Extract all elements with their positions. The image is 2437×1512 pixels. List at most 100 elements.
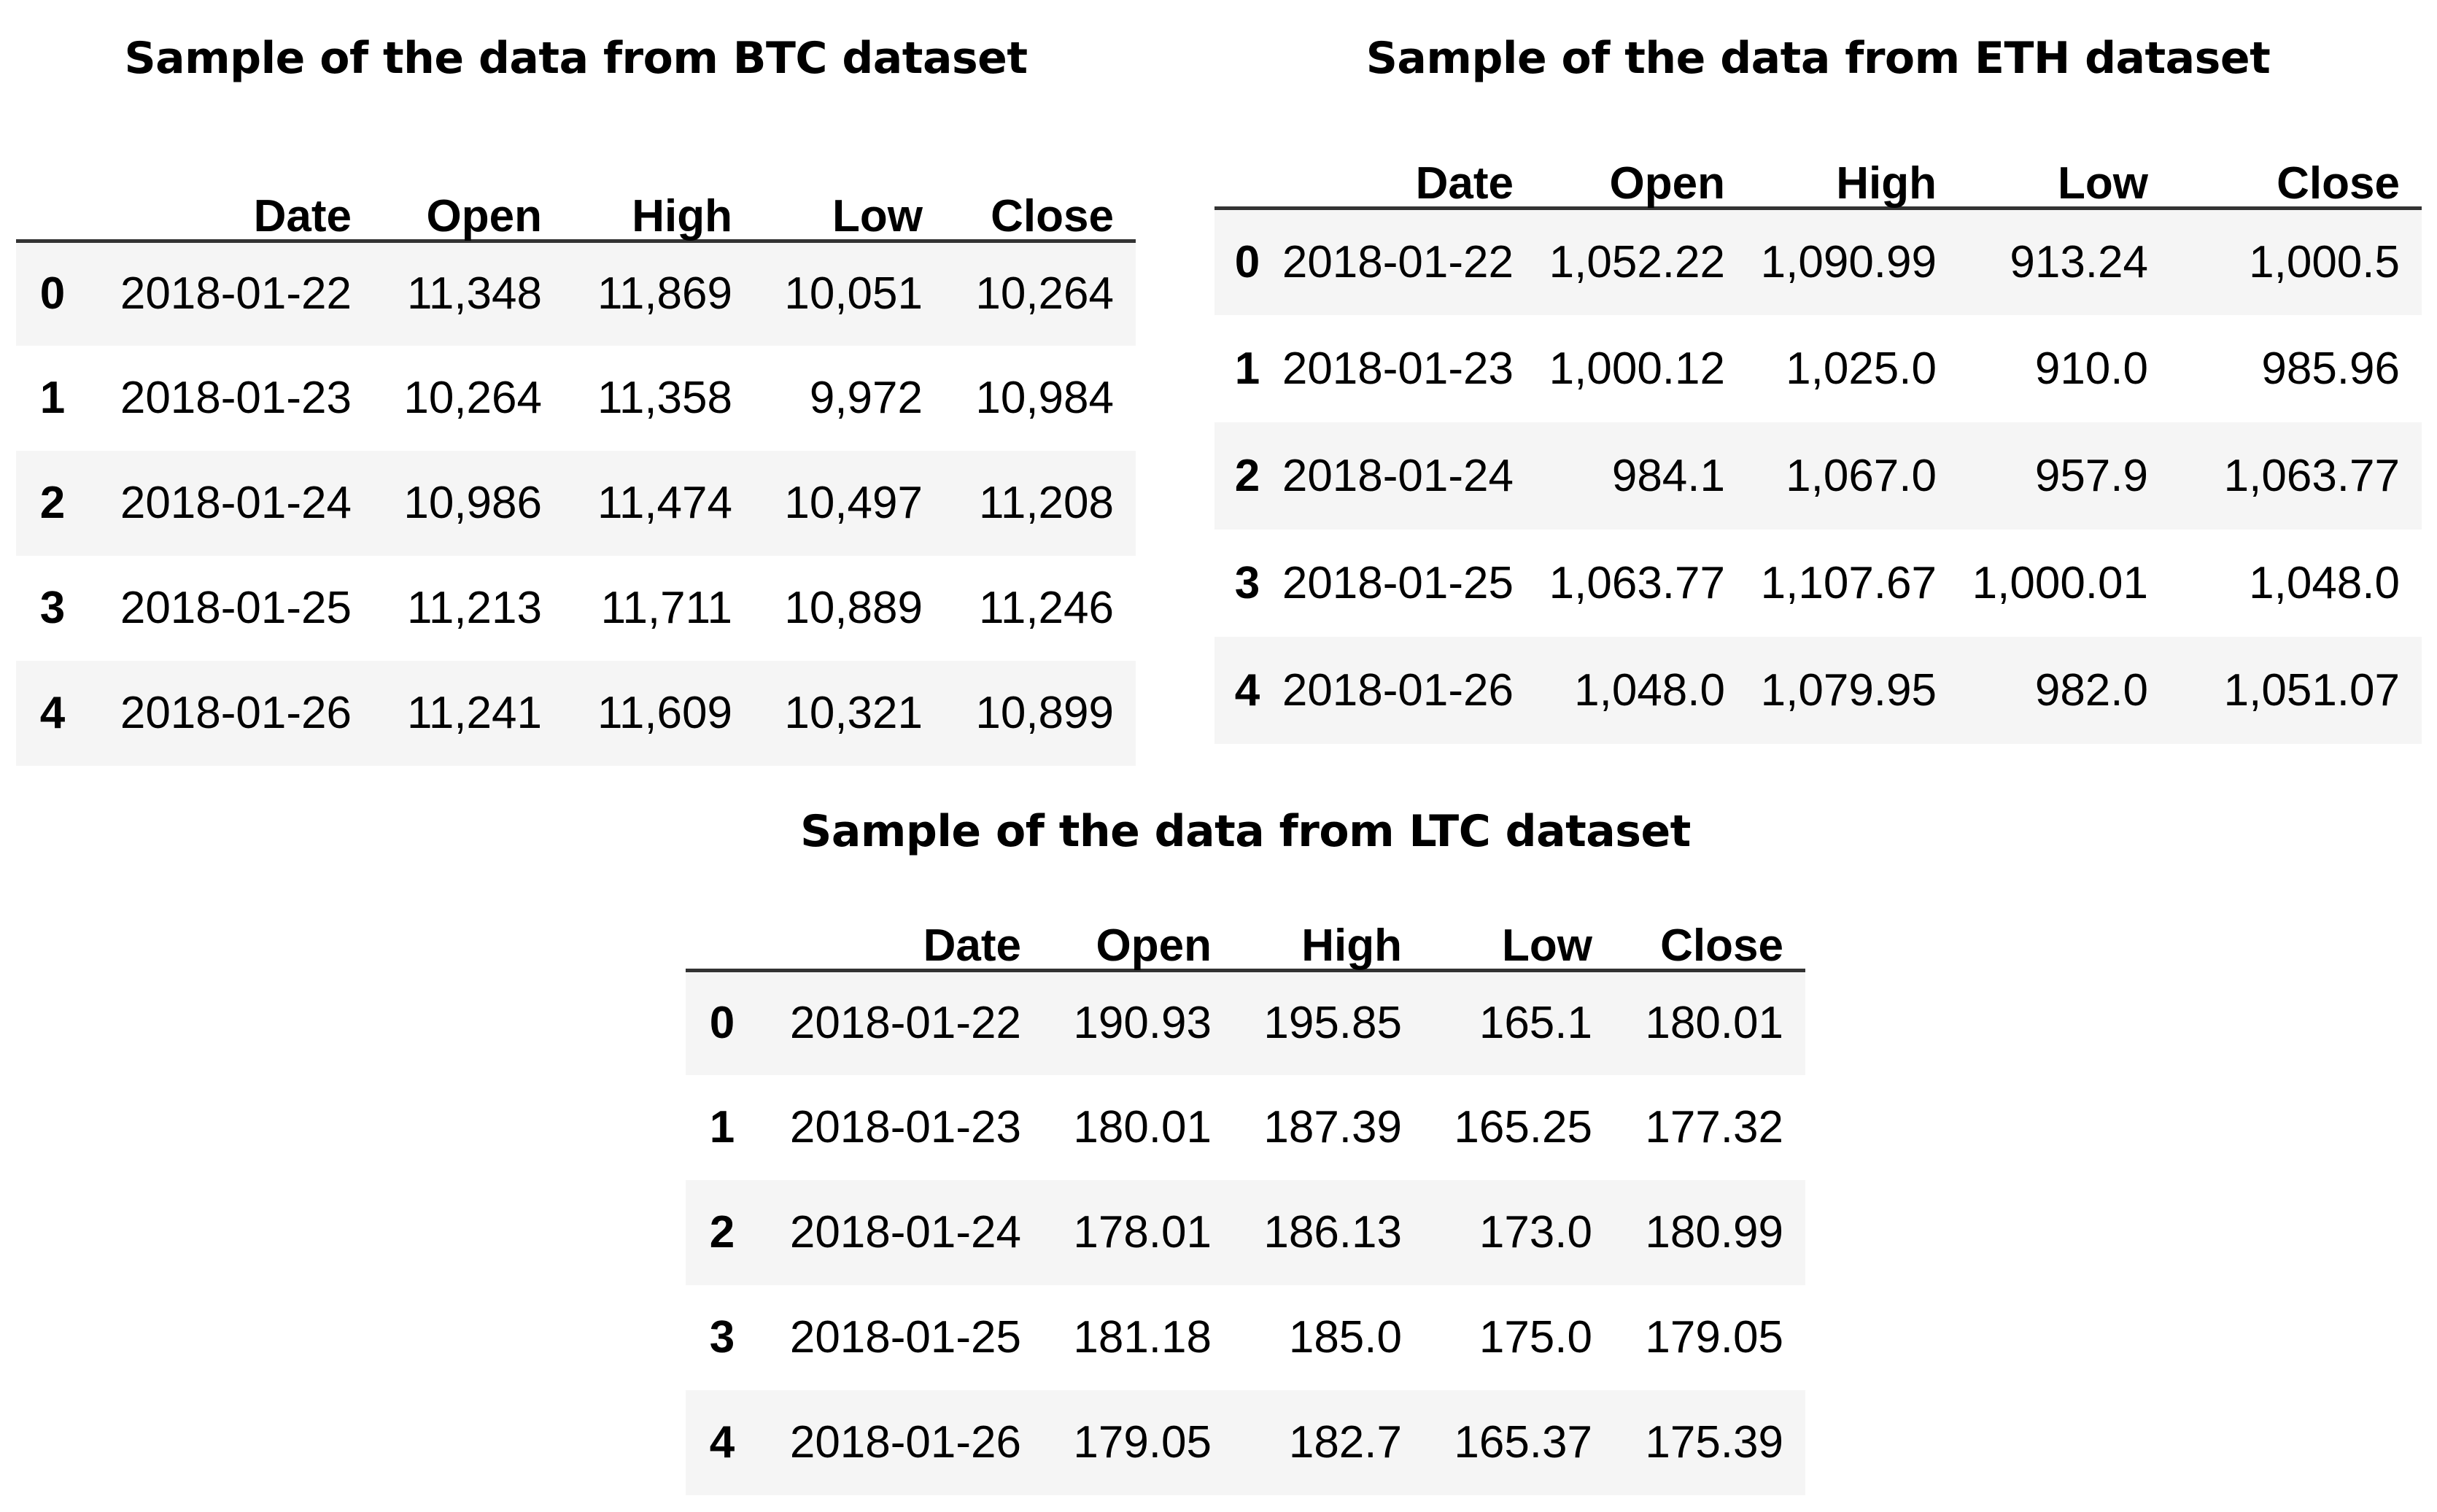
column-header-date: Date (89, 131, 373, 243)
cell-high: 1,067.0 (1786, 450, 1937, 501)
cell-close: 10,899 (975, 688, 1114, 738)
table-row: 0 2018-01-22 190.93 195.85 165.1 180.01 (686, 970, 1805, 1075)
cell-high: 11,869 (597, 268, 732, 319)
cell-close: 1,063.77 (2223, 450, 2400, 501)
table-row: 0 2018-01-22 11,348 11,869 10,051 10,264 (16, 241, 1136, 346)
cell-date: 2018-01-23 (120, 373, 352, 423)
cell-close: 10,984 (975, 373, 1114, 423)
cell-high: 187.39 (1263, 1102, 1402, 1152)
cell-close: 177.32 (1645, 1102, 1783, 1152)
cell-low: 165.37 (1454, 1417, 1592, 1468)
cell-low: 913.24 (2010, 236, 2148, 287)
row-index: 2 (709, 1207, 735, 1257)
column-header-low: Low (1424, 886, 1614, 972)
cell-high: 1,079.95 (1760, 664, 1937, 716)
column-header-date: Date (1280, 102, 1535, 210)
cell-close: 11,208 (978, 478, 1114, 528)
column-header-open: Open (1043, 886, 1233, 972)
row-index: 0 (39, 268, 66, 319)
cell-date: 2018-01-26 (120, 688, 352, 738)
column-header-low: Low (754, 131, 945, 243)
cell-date: 2018-01-22 (120, 268, 352, 319)
row-index: 0 (709, 998, 735, 1049)
cell-date: 2018-01-24 (120, 478, 352, 528)
cell-date: 2018-01-23 (789, 1102, 1021, 1152)
cell-low: 910.0 (2034, 343, 2148, 394)
table-row: 4 2018-01-26 11,241 11,609 10,321 10,899 (16, 661, 1136, 766)
column-header-high: High (1747, 102, 1958, 210)
table-row: 4 2018-01-26 179.05 182.7 165.37 175.39 (686, 1390, 1805, 1495)
cell-open: 10,264 (403, 373, 542, 423)
cell-low: 957.9 (2034, 450, 2148, 501)
column-header-open: Open (373, 131, 564, 243)
cell-close: 179.05 (1645, 1312, 1783, 1362)
row-index: 1 (39, 373, 66, 423)
row-index: 4 (709, 1417, 735, 1468)
row-index: 3 (39, 583, 66, 633)
cell-date: 2018-01-25 (1282, 557, 1514, 608)
cell-close: 1,000.5 (2249, 236, 2400, 287)
cell-low: 1,000.01 (1972, 557, 2148, 608)
cell-close: 10,264 (975, 268, 1114, 319)
row-index: 3 (1234, 557, 1260, 608)
index-column-header (1214, 102, 1280, 210)
column-header-close: Close (2170, 102, 2422, 210)
cell-open: 10,986 (403, 478, 542, 528)
cell-high: 11,609 (597, 688, 732, 738)
ltc-table-title: Sample of the data from LTC dataset (800, 806, 1691, 857)
btc-table-panel: Sample of the data from BTC dataset Date… (16, 29, 1136, 766)
cell-date: 2018-01-24 (789, 1207, 1021, 1257)
cell-low: 10,321 (784, 688, 923, 738)
cell-date: 2018-01-26 (1282, 664, 1514, 716)
cell-close: 180.01 (1645, 998, 1783, 1049)
column-header-close: Close (1614, 886, 1805, 972)
column-header-high: High (564, 131, 754, 243)
cell-open: 181.18 (1073, 1312, 1212, 1362)
table-row: 0 2018-01-22 1,052.22 1,090.99 913.24 1,000.5 (1214, 208, 2422, 315)
cell-low: 10,889 (784, 583, 923, 633)
cell-high: 195.85 (1263, 998, 1402, 1049)
row-index: 4 (39, 688, 66, 738)
column-header-open: Open (1535, 102, 1747, 210)
eth-data-table: Date Open High Low Close 0 2018-01-22 1,05… (1214, 102, 2422, 744)
table-row: 2 2018-01-24 984.1 1,067.0 957.9 1,063.77 (1214, 422, 2422, 530)
cell-close: 1,051.07 (2223, 664, 2400, 716)
cell-close: 1,048.0 (2249, 557, 2400, 608)
cell-open: 1,063.77 (1549, 557, 1725, 608)
cell-low: 10,051 (784, 268, 923, 319)
cell-low: 9,972 (809, 373, 923, 423)
table-row: 2 2018-01-24 10,986 11,474 10,497 11,208 (16, 451, 1136, 556)
eth-table-panel: Sample of the data from ETH dataset Date… (1214, 29, 2422, 744)
btc-header-row: Date Open High Low Close (16, 131, 1136, 243)
column-header-date: Date (759, 886, 1043, 972)
cell-date: 2018-01-23 (1282, 343, 1514, 394)
cell-close: 11,246 (978, 583, 1114, 633)
cell-low: 982.0 (2034, 664, 2148, 716)
table-row: 3 2018-01-25 181.18 185.0 175.0 179.05 (686, 1285, 1805, 1390)
column-header-low: Low (1958, 102, 2170, 210)
cell-low: 165.1 (1479, 998, 1592, 1049)
cell-open: 11,213 (406, 583, 542, 633)
cell-date: 2018-01-25 (789, 1312, 1021, 1362)
cell-high: 1,107.67 (1760, 557, 1937, 608)
cell-high: 186.13 (1263, 1207, 1402, 1257)
cell-open: 178.01 (1073, 1207, 1212, 1257)
row-index: 3 (709, 1312, 735, 1362)
row-index: 1 (1234, 343, 1260, 394)
cell-high: 11,711 (600, 583, 732, 633)
cell-open: 1,052.22 (1549, 236, 1725, 287)
table-row: 1 2018-01-23 180.01 187.39 165.25 177.32 (686, 1075, 1805, 1180)
cell-high: 1,025.0 (1786, 343, 1937, 394)
column-header-high: High (1233, 886, 1424, 972)
cell-high: 182.7 (1288, 1417, 1402, 1468)
cell-low: 173.0 (1479, 1207, 1592, 1257)
cell-open: 179.05 (1073, 1417, 1212, 1468)
cell-open: 1,000.12 (1549, 343, 1725, 394)
table-row: 2 2018-01-24 178.01 186.13 173.0 180.99 (686, 1180, 1805, 1285)
cell-high: 1,090.99 (1760, 236, 1937, 287)
cell-low: 175.0 (1479, 1312, 1592, 1362)
cell-high: 185.0 (1288, 1312, 1402, 1362)
cell-date: 2018-01-22 (789, 998, 1021, 1049)
table-row: 4 2018-01-26 1,048.0 1,079.95 982.0 1,051.07 (1214, 637, 2422, 744)
table-row: 1 2018-01-23 1,000.12 1,025.0 910.0 985.96 (1214, 315, 2422, 422)
